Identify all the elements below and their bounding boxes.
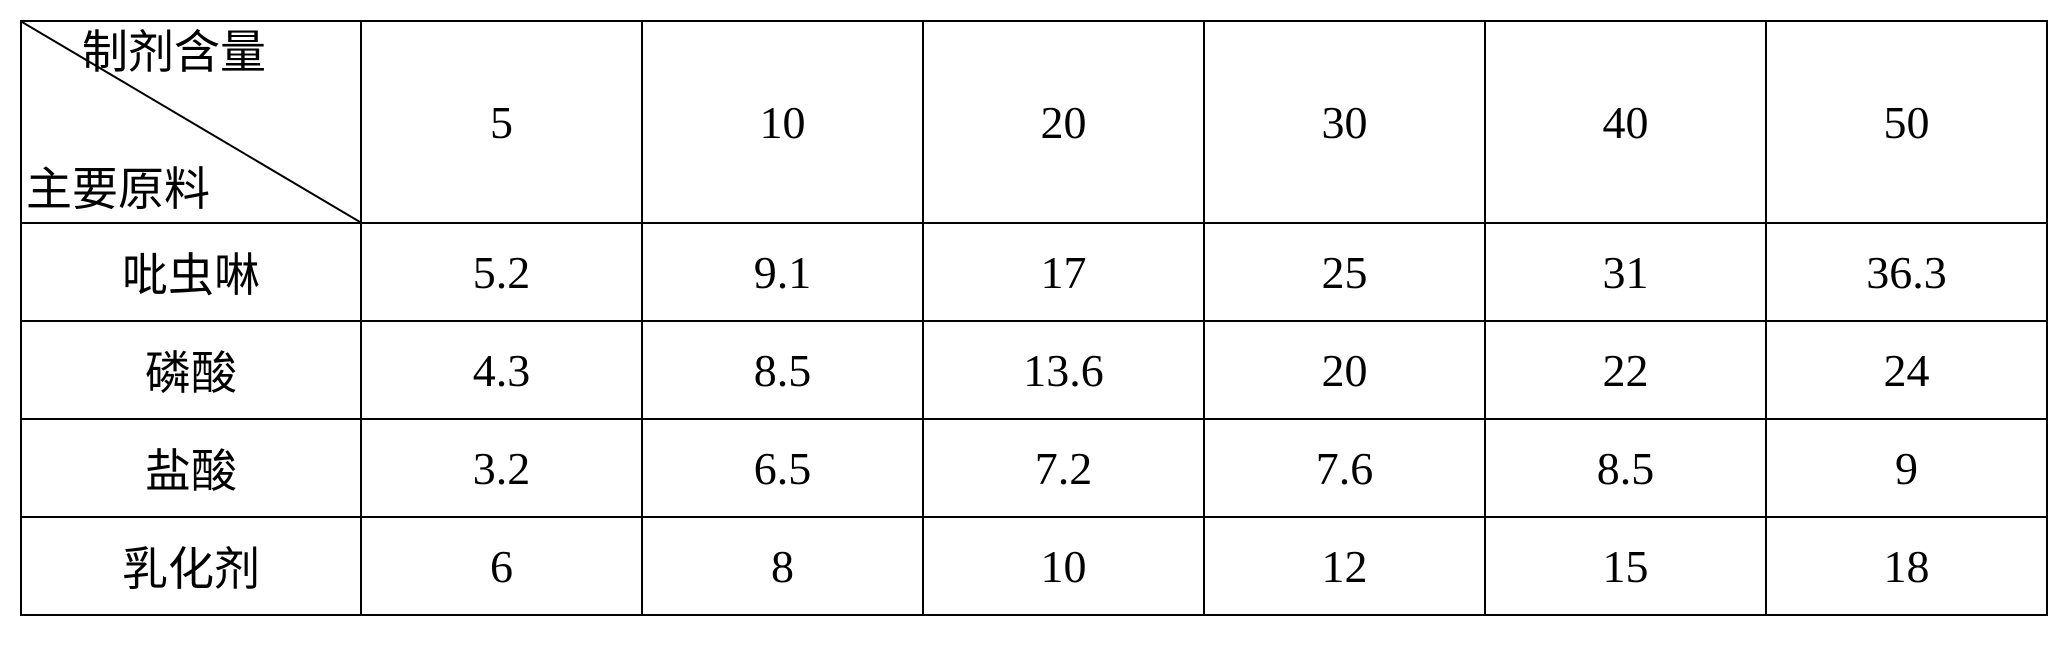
cell: 18 [1766, 517, 2047, 615]
cell: 4.3 [361, 321, 642, 419]
cell: 8 [642, 517, 923, 615]
cell: 25 [1204, 223, 1485, 321]
row-label: 磷酸 [21, 321, 361, 419]
cell: 12 [1204, 517, 1485, 615]
table-row: 磷酸 4.3 8.5 13.6 20 22 24 [21, 321, 2047, 419]
cell: 36.3 [1766, 223, 2047, 321]
cell: 24 [1766, 321, 2047, 419]
table-row: 盐酸 3.2 6.5 7.2 7.6 8.5 9 [21, 419, 2047, 517]
header-row-title: 主要原料 [26, 165, 300, 216]
col-header: 50 [1766, 21, 2047, 223]
cell: 6.5 [642, 419, 923, 517]
cell: 7.2 [923, 419, 1204, 517]
cell: 8.5 [1485, 419, 1766, 517]
cell: 7.6 [1204, 419, 1485, 517]
formulation-table: 制剂含量 主要原料 5 10 20 30 40 50 吡虫啉 5.2 9.1 1… [20, 20, 2048, 616]
cell: 3.2 [361, 419, 642, 517]
cell: 6 [361, 517, 642, 615]
col-header: 30 [1204, 21, 1485, 223]
table-row: 乳化剂 6 8 10 12 15 18 [21, 517, 2047, 615]
header-diagonal-cell: 制剂含量 主要原料 [21, 21, 361, 223]
cell: 9.1 [642, 223, 923, 321]
formulation-table-wrap: 制剂含量 主要原料 5 10 20 30 40 50 吡虫啉 5.2 9.1 1… [20, 20, 2046, 616]
row-label: 乳化剂 [21, 517, 361, 615]
row-label: 吡虫啉 [21, 223, 361, 321]
cell: 13.6 [923, 321, 1204, 419]
cell: 17 [923, 223, 1204, 321]
col-header: 20 [923, 21, 1204, 223]
cell: 22 [1485, 321, 1766, 419]
row-label: 盐酸 [21, 419, 361, 517]
col-header: 40 [1485, 21, 1766, 223]
cell: 20 [1204, 321, 1485, 419]
col-header: 5 [361, 21, 642, 223]
table-row: 吡虫啉 5.2 9.1 17 25 31 36.3 [21, 223, 2047, 321]
cell: 10 [923, 517, 1204, 615]
cell: 8.5 [642, 321, 923, 419]
cell: 5.2 [361, 223, 642, 321]
cell: 9 [1766, 419, 2047, 517]
table-header-row: 制剂含量 主要原料 5 10 20 30 40 50 [21, 21, 2047, 223]
header-column-title: 制剂含量 [82, 28, 350, 79]
cell: 31 [1485, 223, 1766, 321]
cell: 15 [1485, 517, 1766, 615]
col-header: 10 [642, 21, 923, 223]
